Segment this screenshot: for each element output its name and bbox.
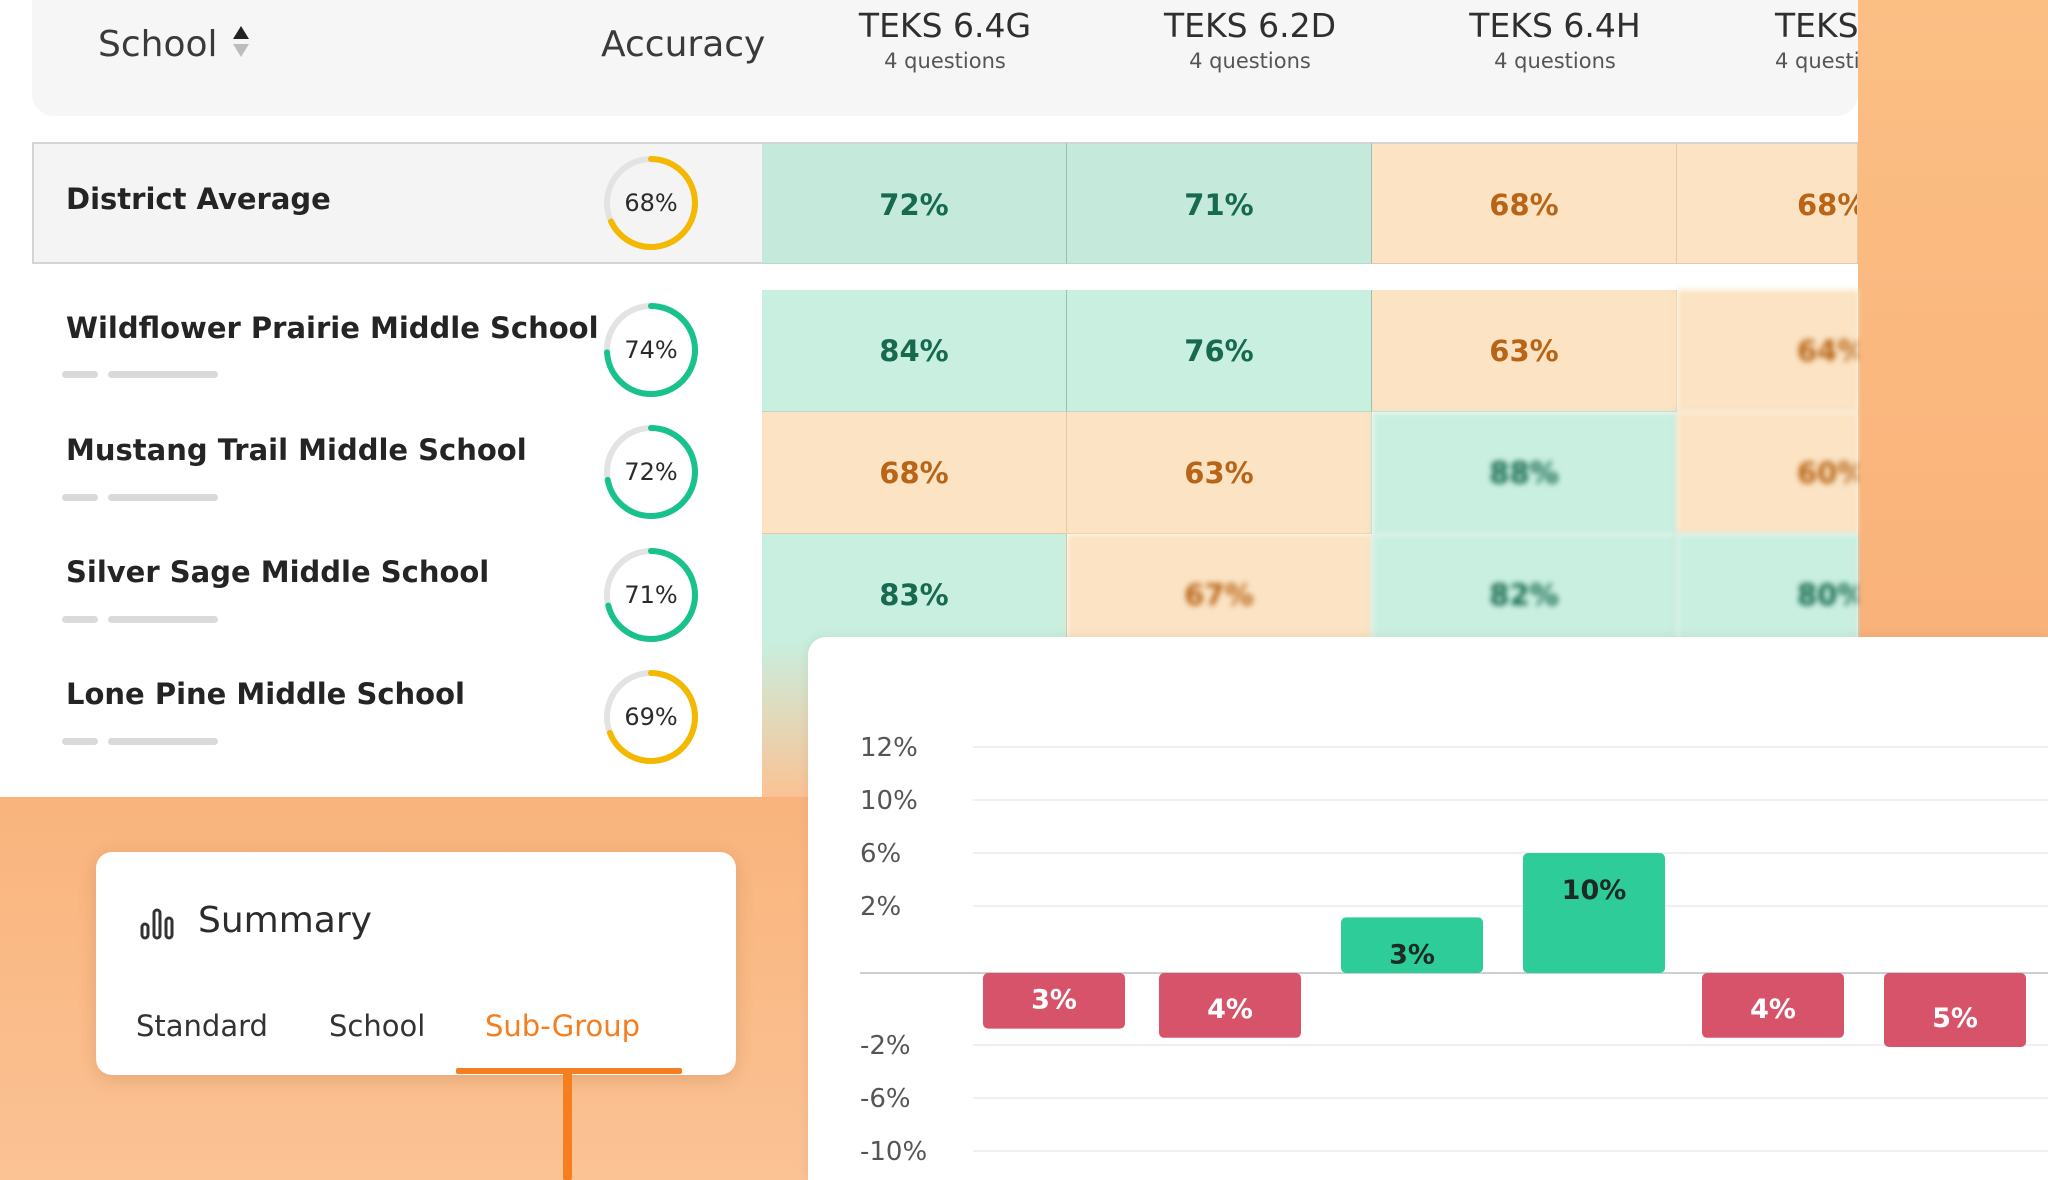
column-header-teks-6[interactable]: TEKS 6 4 questic <box>1775 6 1858 73</box>
active-tab-indicator <box>456 1068 682 1074</box>
y-tick-label: 2% <box>860 892 901 922</box>
score-cell[interactable]: 80% <box>1677 534 1858 656</box>
bar-chart: 12% 10% 6% 2% -2% -6% -10% 3% 4% 3% 10% 4% 5% <box>860 733 2048 1167</box>
row-separator <box>762 264 1858 290</box>
y-tick-label: -2% <box>860 1031 911 1061</box>
skeleton-bar <box>62 494 98 501</box>
score-cell[interactable]: 68% <box>1372 142 1677 264</box>
y-tick-label: -6% <box>860 1084 911 1114</box>
chart-bar <box>1159 973 1301 1038</box>
chart-bar <box>983 973 1125 1029</box>
school-accuracy-ring: 74% <box>601 300 701 400</box>
tab-sub-group[interactable]: Sub-Group <box>485 1009 641 1043</box>
score-cell[interactable]: 67% <box>1067 534 1372 656</box>
y-tick-label: 12% <box>860 733 918 763</box>
skeleton-bar <box>62 738 98 745</box>
score-cell[interactable]: 83% <box>762 534 1067 656</box>
table-header: School Accuracy TEKS 6.4G 4 questions TE… <box>32 0 1858 116</box>
score-cell[interactable]: 82% <box>1372 534 1677 656</box>
chart-bar <box>1884 973 2026 1047</box>
score-cell[interactable]: 71% <box>1067 142 1372 264</box>
chart-bar <box>1341 917 1483 973</box>
skeleton-bar <box>62 616 98 623</box>
bar-data-label: 4% <box>1207 994 1253 1025</box>
district-accuracy-ring: 68% <box>601 153 701 253</box>
summary-card: Summary Standard School Sub-Group <box>96 852 736 1075</box>
bar-data-label: 10% <box>1562 875 1627 906</box>
y-tick-label: 6% <box>860 839 901 869</box>
score-cell[interactable]: 63% <box>1372 290 1677 412</box>
accuracy-column-header[interactable]: Accuracy <box>601 24 766 65</box>
school-name[interactable]: Wildflower Prairie Middle School <box>66 311 599 345</box>
bar-chart-icon <box>140 908 174 940</box>
score-cell[interactable]: 76% <box>1067 290 1372 412</box>
y-tick-label: -10% <box>860 1137 927 1167</box>
bar-data-label: 4% <box>1750 994 1796 1025</box>
column-header-teks-6-2d[interactable]: TEKS 6.2D 4 questions <box>1164 6 1336 73</box>
decorative-fade <box>762 640 810 797</box>
tab-standard[interactable]: Standard <box>136 1009 268 1043</box>
score-cell[interactable]: 60% <box>1677 412 1858 534</box>
chart-card: 12% 10% 6% 2% -2% -6% -10% 3% 4% 3% 10% 4% 5% <box>808 637 2048 1180</box>
skeleton-bar <box>108 371 218 378</box>
bar-data-label: 5% <box>1932 1003 1978 1034</box>
school-column-header[interactable]: School <box>98 24 218 65</box>
column-header-teks-6-4h[interactable]: TEKS 6.4H 4 questions <box>1469 6 1641 73</box>
summary-title: Summary <box>198 900 372 941</box>
chart-bar <box>1702 973 1844 1038</box>
school-name[interactable]: Lone Pine Middle School <box>66 677 465 711</box>
score-cell[interactable]: 63% <box>1067 412 1372 534</box>
tab-school[interactable]: School <box>329 1009 426 1043</box>
connector-line <box>563 1073 572 1180</box>
sort-icon[interactable] <box>232 22 250 62</box>
score-cell[interactable]: 68% <box>1677 142 1858 264</box>
bar-data-label: 3% <box>1389 939 1435 970</box>
score-cell[interactable]: 84% <box>762 290 1067 412</box>
y-tick-label: 10% <box>860 786 918 816</box>
bar-data-label: 3% <box>1031 985 1077 1016</box>
school-accuracy-ring: 69% <box>601 667 701 767</box>
decorative-background <box>1858 0 2048 640</box>
column-header-teks-6-4g[interactable]: TEKS 6.4G 4 questions <box>858 6 1032 73</box>
skeleton-bar <box>108 738 218 745</box>
chart-bar <box>1523 853 1665 973</box>
district-average-label: District Average <box>66 182 331 216</box>
school-accuracy-ring: 72% <box>601 422 701 522</box>
score-cell[interactable]: 88% <box>1372 412 1677 534</box>
skeleton-bar <box>62 371 98 378</box>
score-cell[interactable]: 68% <box>762 412 1067 534</box>
score-cell[interactable]: 72% <box>762 142 1067 264</box>
school-accuracy-ring: 71% <box>601 545 701 645</box>
school-name[interactable]: Silver Sage Middle School <box>66 555 490 589</box>
school-name[interactable]: Mustang Trail Middle School <box>66 433 527 467</box>
score-cell[interactable]: 64% <box>1677 290 1858 412</box>
skeleton-bar <box>108 494 218 501</box>
skeleton-bar <box>108 616 218 623</box>
